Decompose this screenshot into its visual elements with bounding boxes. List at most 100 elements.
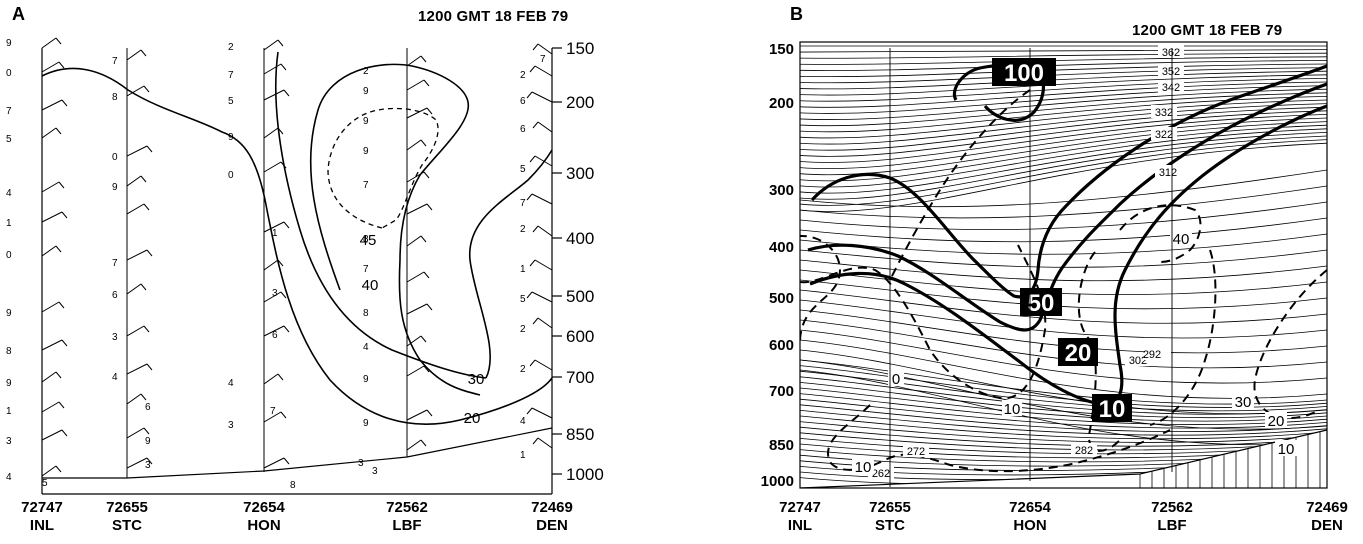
- wind-speed-digit: 6: [112, 290, 118, 301]
- pressure-tick-label: 200: [566, 93, 594, 112]
- wind-barb: [41, 429, 68, 441]
- wind-barb: [529, 259, 553, 271]
- wind-speed-digit: 0: [228, 170, 234, 181]
- wind-speed-digit: 0: [6, 68, 12, 79]
- wind-speed-digit: 1: [520, 450, 526, 461]
- wind-barb: [263, 373, 284, 385]
- wind-barb: [126, 283, 147, 295]
- wind-speed-digit: 5: [520, 294, 526, 305]
- thick-contours: [807, 60, 1327, 407]
- boxed-label-bg: [992, 58, 1056, 86]
- wind-barb: [263, 127, 284, 139]
- wind-barb: [532, 437, 553, 449]
- isentrope-line: [800, 103, 1327, 145]
- station-id: 72469: [1306, 499, 1348, 516]
- dashed-label: 10: [1004, 401, 1021, 418]
- isentrope-line: [800, 393, 1327, 426]
- dashed-label: 20: [1268, 413, 1285, 430]
- isentrope-line: [800, 279, 1327, 310]
- wind-speed-digit: 9: [363, 418, 369, 429]
- wind-barb: [406, 271, 430, 283]
- panel-b-time: 1200 GMT 18 FEB 79: [1132, 22, 1283, 39]
- wind-speed-digit: 5: [6, 134, 12, 145]
- wind-speed-digit: 4: [6, 188, 12, 199]
- wind-barb: [526, 193, 553, 205]
- isentrope-line: [800, 404, 1327, 433]
- wind-barb: [41, 371, 62, 383]
- wind-barb: [126, 325, 150, 337]
- wind-speed-digit: 8: [363, 308, 369, 319]
- isentrope-line: [800, 359, 1327, 430]
- panel-b-label: B: [790, 4, 803, 24]
- wind-speed-digit: 0: [6, 250, 12, 261]
- wind-speed-digit: 4: [6, 472, 12, 483]
- pressure-tick-label: 400: [769, 239, 794, 256]
- dashed-40: [1119, 204, 1202, 263]
- isentrope-line: [800, 382, 1327, 419]
- isentrope-line: [800, 387, 1327, 422]
- isentrope-line: [800, 376, 1327, 415]
- station-id: 72654: [243, 499, 285, 516]
- wind-speed-digit: 7: [6, 106, 12, 117]
- wind-barb: [41, 401, 65, 413]
- wind-barb: [406, 365, 430, 377]
- wind-barb: [406, 439, 427, 451]
- thick-50: [810, 64, 1327, 299]
- isentrope-label: 332: [1155, 107, 1173, 119]
- contour-label: 30: [468, 371, 485, 388]
- dashed-label: 30: [1235, 394, 1252, 411]
- wind-barb: [406, 55, 427, 67]
- wind-barb: [406, 303, 433, 315]
- isentrope-line: [800, 319, 1327, 369]
- isentrope-line: [800, 289, 1327, 324]
- wind-barb: [529, 65, 553, 77]
- wind-speed-digit: 7: [540, 54, 546, 65]
- wind-barb: [41, 37, 62, 49]
- isentrope-line: [800, 121, 1327, 176]
- contour-30b: [469, 149, 553, 379]
- pressure-tick-label: 500: [566, 287, 594, 306]
- isentrope-line: [800, 309, 1327, 354]
- wind-speed-digit: 1: [272, 228, 278, 239]
- isentrope-line: [800, 217, 1327, 243]
- station-id: 72562: [386, 499, 428, 516]
- pressure-tick-label: 600: [769, 337, 794, 354]
- wind-barb: [529, 155, 553, 167]
- panel-a-label: A: [12, 4, 25, 24]
- wind-barb: [529, 359, 553, 371]
- wind-speed-digit: 9: [363, 116, 369, 127]
- pressure-tick-label: 1000: [761, 473, 794, 490]
- pressure-tick-label: 700: [566, 368, 594, 387]
- isentrope-line: [800, 201, 1327, 231]
- wind-barb: [263, 259, 284, 271]
- panel-b: B 1200 GMT 18 FEB 79: [700, 0, 1363, 544]
- wind-barb: [263, 39, 284, 51]
- wind-barb: [263, 457, 290, 469]
- pressure-tick-label: 700: [769, 383, 794, 400]
- wind-speed-digit: 2: [520, 364, 526, 375]
- isentrope-label: 292: [1143, 349, 1161, 361]
- station-id: 72469: [531, 499, 573, 516]
- isentrope-line: [800, 421, 1327, 443]
- wind-barb: [263, 411, 287, 423]
- isentrope-label: 272: [907, 446, 925, 458]
- dashed-left: [800, 234, 842, 341]
- wind-speed-digit: 2: [520, 70, 526, 81]
- isentrope-line: [800, 128, 1327, 188]
- wind-speed-digit: 3: [6, 436, 12, 447]
- wind-speed-digit: 8: [290, 480, 296, 491]
- isentrope-line: [800, 432, 1327, 451]
- isentrope-line: [800, 398, 1327, 429]
- pressure-tick-label: 400: [566, 229, 594, 248]
- dashed-lower: [827, 404, 1171, 473]
- wind-speed-digit: 6: [520, 96, 526, 107]
- station-name: HON: [1013, 517, 1046, 534]
- wind-speed-digit: 9: [145, 436, 151, 447]
- wind-barb: [126, 85, 150, 97]
- boxed-label: 10: [1099, 396, 1126, 423]
- wind-barb: [126, 49, 147, 61]
- wind-barb: [532, 121, 553, 133]
- isentrope-line: [800, 139, 1327, 206]
- isentrope-label: 342: [1162, 82, 1180, 94]
- dashed-label: 10: [855, 459, 872, 476]
